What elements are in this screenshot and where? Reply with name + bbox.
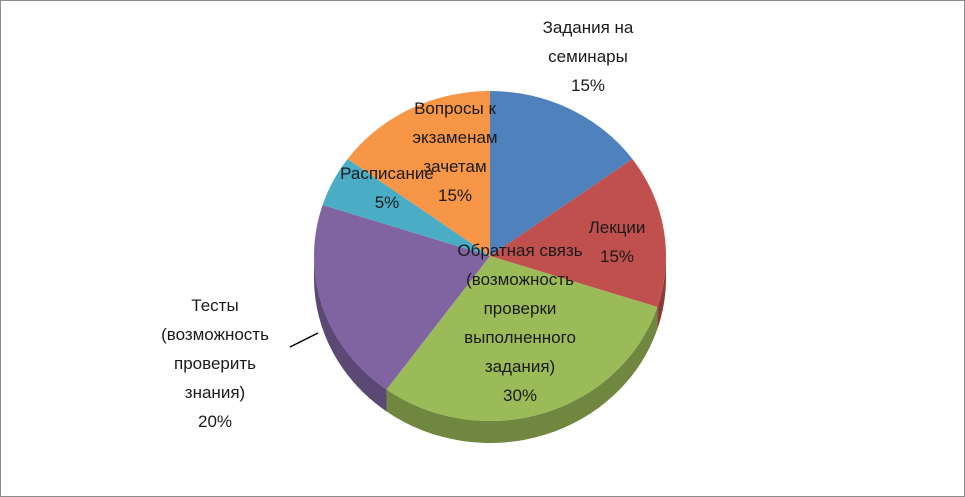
- slice: [490, 159, 666, 307]
- category-label: Вопросы к экзаменам зачетам: [412, 99, 498, 176]
- slice-side: [657, 256, 666, 329]
- slice-label: Вопросы к экзаменам зачетам 15%: [400, 94, 510, 210]
- slice-side: [386, 306, 658, 443]
- value-label: 15%: [437, 186, 473, 205]
- leader-line: [289, 332, 319, 348]
- slice: [322, 159, 490, 256]
- slice: [347, 91, 490, 256]
- slice-label: Расписание 5%: [327, 159, 447, 217]
- slice-label: Задания на семинары 15%: [523, 13, 653, 100]
- category-label: Тесты (возможность проверить знания): [161, 296, 269, 402]
- slice-side: [314, 256, 387, 412]
- slice: [490, 91, 633, 256]
- value-label: 20%: [197, 412, 233, 431]
- slice-label: Тесты (возможность проверить знания) 20%: [145, 291, 285, 436]
- slice-label: Лекции 15%: [572, 213, 662, 271]
- category-label: Лекции: [588, 218, 646, 237]
- value-label: 15%: [599, 247, 635, 266]
- category-label: Обратная связь (возможность проверки вып…: [457, 241, 583, 376]
- value-label: 30%: [502, 386, 538, 405]
- category-label: Расписание: [340, 164, 434, 183]
- slice: [314, 205, 490, 390]
- slice-label: Обратная связь (возможность проверки вып…: [440, 236, 600, 410]
- category-label: Задания на семинары: [542, 18, 634, 66]
- value-label: 15%: [570, 76, 606, 95]
- value-label: 5%: [374, 193, 400, 212]
- slice: [386, 256, 658, 421]
